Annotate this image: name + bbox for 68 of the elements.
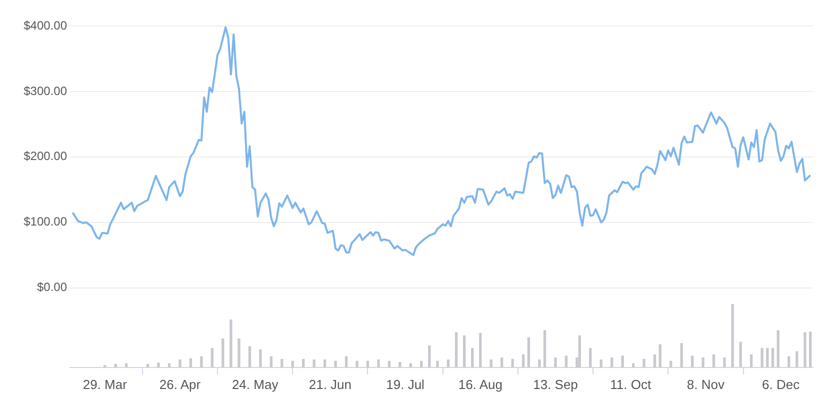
bar: [398, 362, 402, 368]
x-tick-label: 21. Jun: [308, 376, 352, 392]
bar: [776, 330, 780, 368]
x-tick-label: 26. Apr: [159, 376, 202, 392]
bar: [377, 359, 380, 368]
x-tick-label: 6. Dec: [762, 376, 800, 392]
bar: [189, 358, 192, 368]
bar: [366, 360, 370, 368]
y-tick-label: $100.00: [24, 214, 68, 229]
bar: [356, 360, 358, 368]
x-tick-label: 24. May: [232, 376, 279, 392]
bar: [771, 348, 774, 368]
bar: [554, 358, 557, 368]
bar: [680, 342, 683, 368]
bar: [210, 348, 214, 368]
bar: [702, 358, 704, 368]
bar: [723, 358, 726, 368]
bar: [522, 354, 525, 368]
bar: [388, 360, 391, 368]
x-tick-label: 16. Aug: [458, 376, 502, 392]
bar: [200, 356, 203, 368]
bar: [462, 335, 466, 368]
bar: [436, 360, 439, 368]
y-tick-label: $200.00: [24, 149, 68, 164]
bar: [543, 330, 546, 368]
bar: [653, 354, 656, 368]
bar: [230, 320, 232, 368]
bar: [804, 332, 806, 368]
bar: [739, 342, 742, 368]
bar: [610, 358, 614, 368]
bar: [238, 338, 240, 368]
bar: [712, 354, 716, 368]
bar: [479, 332, 482, 368]
bar: [766, 348, 769, 368]
bar: [334, 360, 337, 368]
bar: [642, 358, 646, 368]
bar: [731, 304, 734, 368]
bar: [589, 348, 592, 368]
bar: [564, 356, 568, 368]
bar: [808, 332, 812, 368]
bar: [471, 348, 474, 368]
bar: [428, 346, 431, 368]
bar: [658, 344, 662, 368]
bar: [157, 362, 160, 368]
y-tick-label: $0.00: [36, 280, 68, 294]
bar: [500, 358, 504, 368]
x-tick-label: 11. Oct: [610, 376, 652, 392]
y-tick-label: $300.00: [24, 84, 68, 98]
bar: [222, 338, 224, 368]
bar: [670, 360, 672, 368]
bar: [291, 360, 294, 368]
bar: [259, 349, 262, 368]
y-tick-label: $400.00: [24, 18, 68, 32]
bar: [420, 360, 423, 368]
bar: [621, 356, 624, 368]
bar: [527, 337, 530, 368]
bar: [750, 354, 753, 368]
bar: [796, 351, 798, 368]
x-tick-label: 13. Sep: [533, 376, 578, 392]
x-tick-label: 29. Mar: [82, 376, 128, 392]
bar: [178, 359, 182, 368]
bar: [690, 356, 694, 368]
bar: [578, 335, 581, 368]
x-tick-label: 8. Nov: [686, 376, 725, 392]
x-tick-label: 19. Jul: [386, 376, 425, 392]
bar: [760, 348, 764, 368]
bar: [454, 332, 458, 368]
bar: [248, 346, 252, 368]
